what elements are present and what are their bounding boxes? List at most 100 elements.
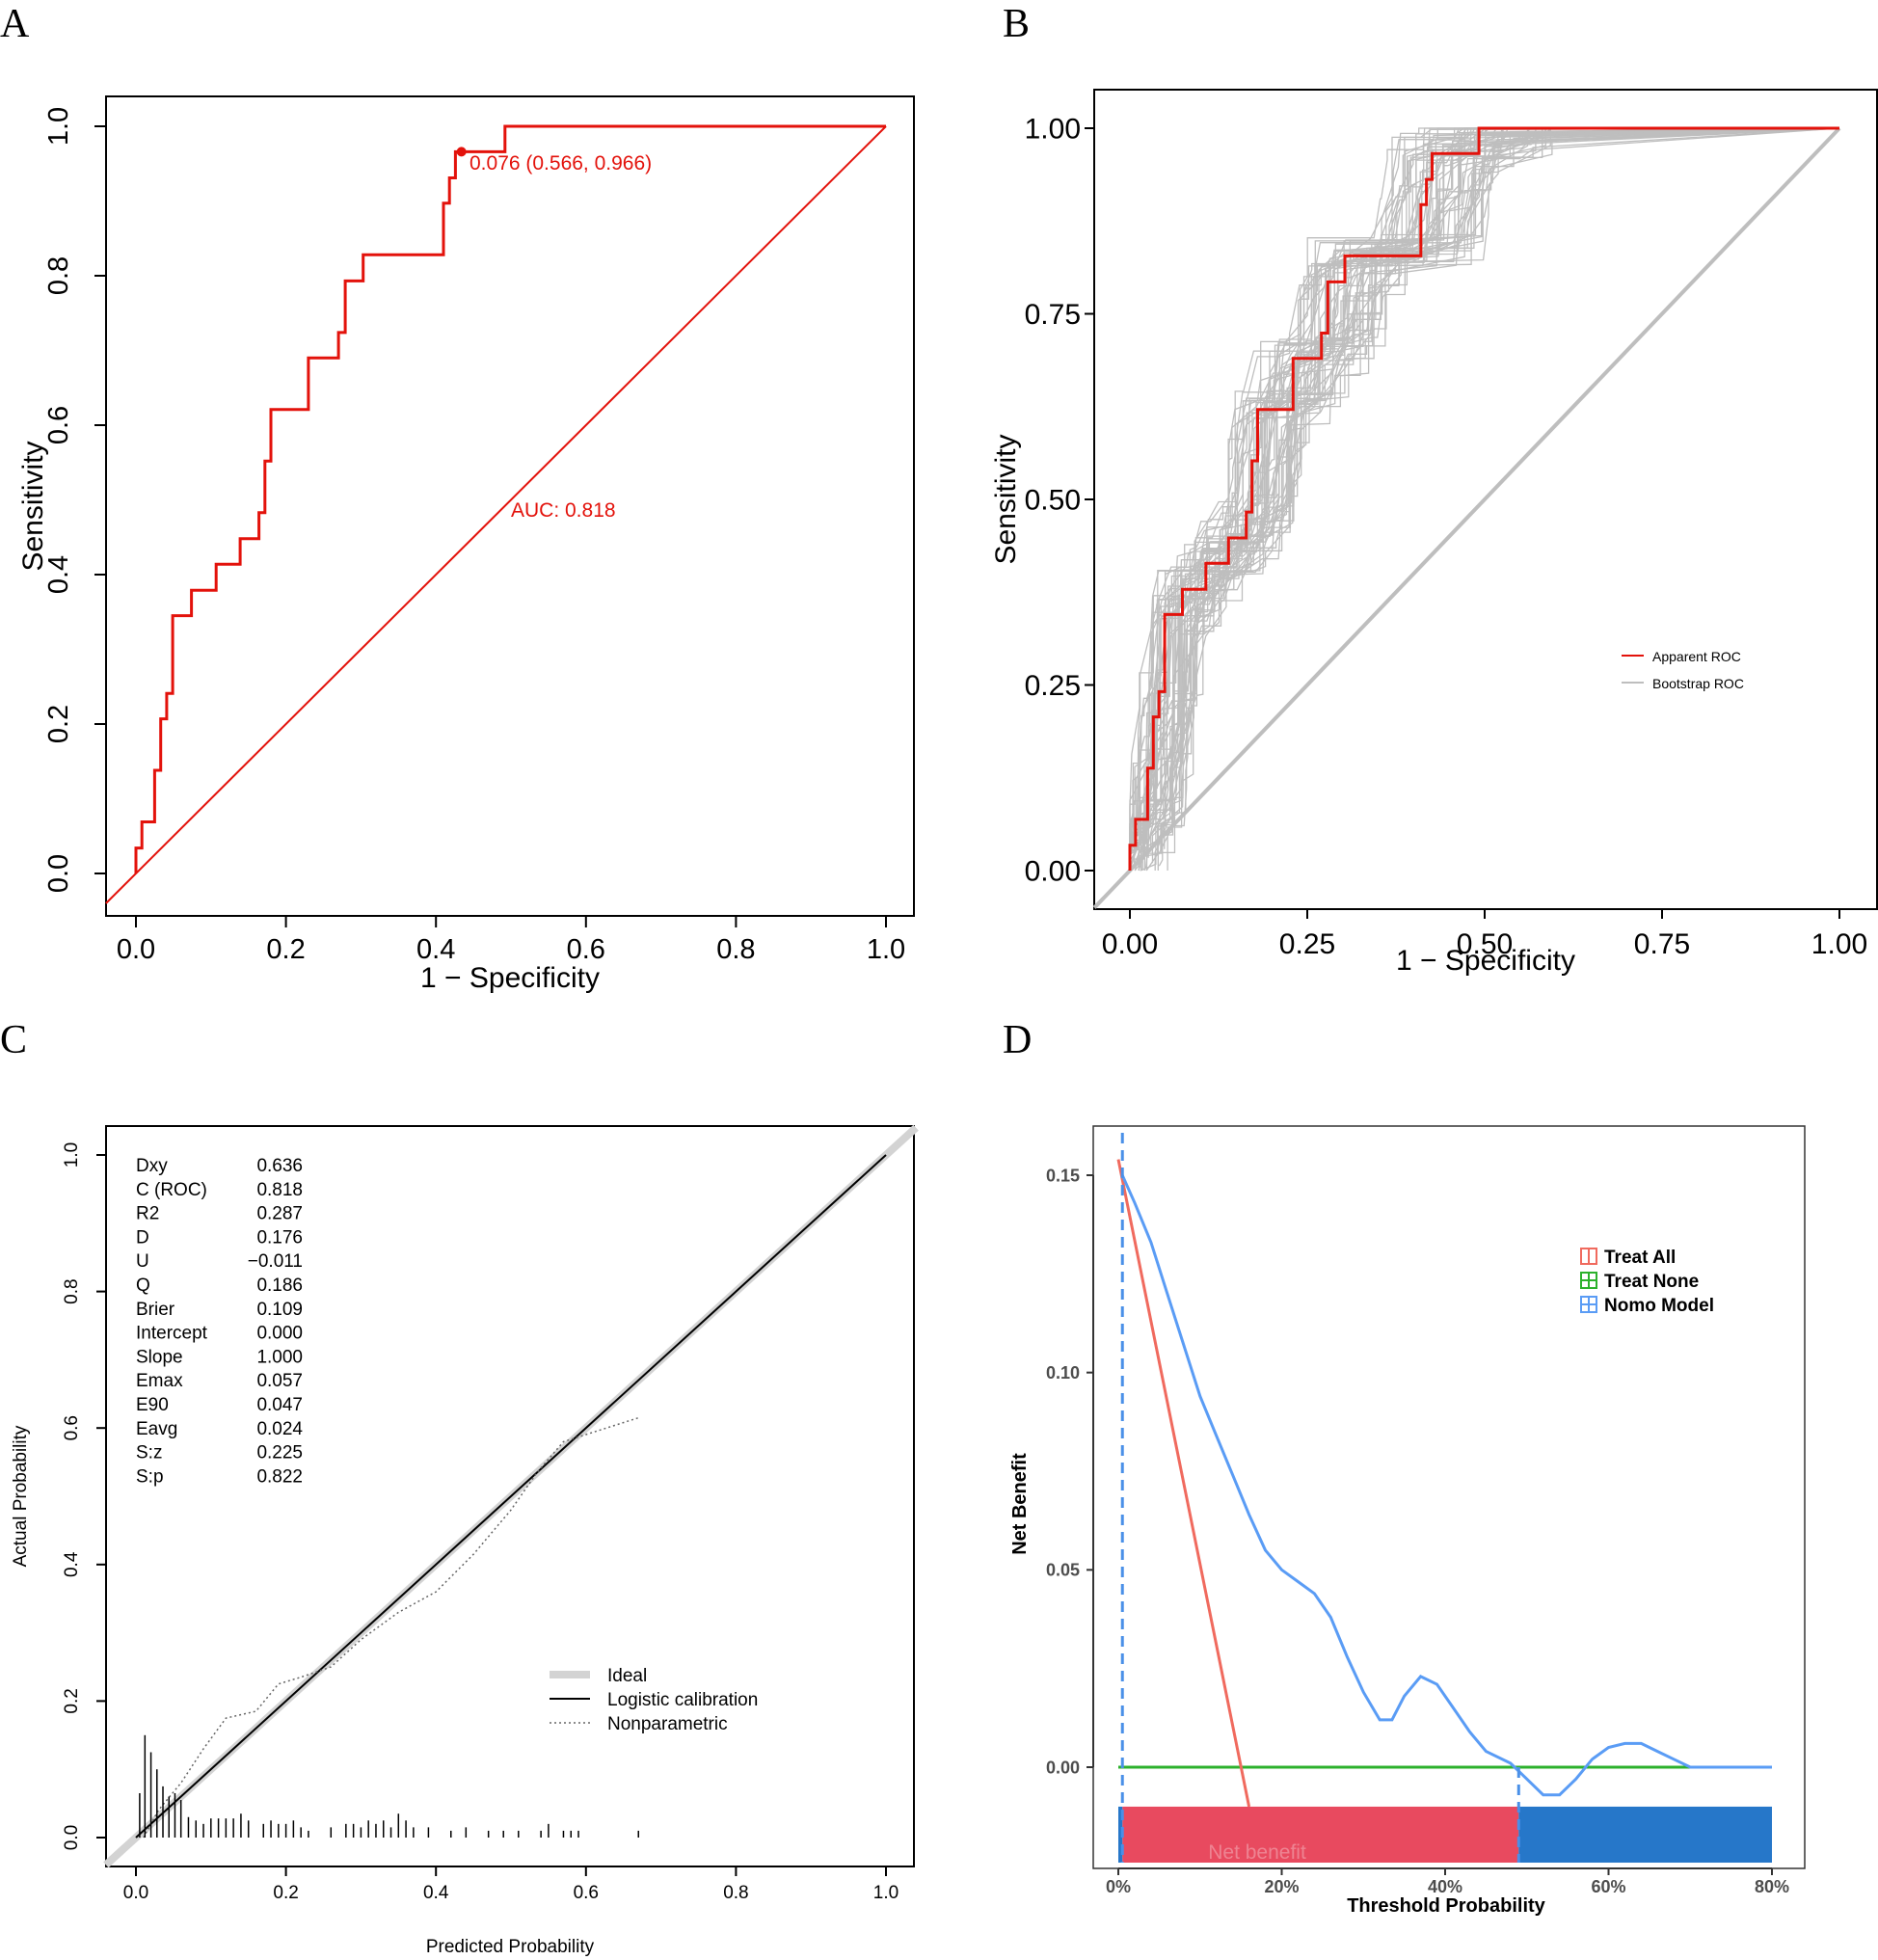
panel-d-y-tick-label: 0.00 [1046,1758,1080,1777]
panel-letter-d: D [1003,1018,1032,1062]
panel-c-x-tick-label: 0.8 [723,1883,748,1903]
legend-label-logistic: Logistic calibration [607,1690,758,1710]
panel-c-nonparametric-curve [143,1416,639,1839]
panel-c-x-tick-label: 0.2 [273,1883,298,1903]
stat-name: Brier [136,1300,175,1320]
panel-a-roc-chart: 0.076 (0.566, 0.966) AUC: 0.818 0.0 0.2 0.… [17,95,915,994]
panel-a-threshold-point [456,147,467,157]
panel-d-band-left [1122,1806,1519,1863]
panel-d-plot-frame [1092,1125,1806,1869]
panel-d-nomo-model-curve [1120,1174,1772,1797]
panel-d-band-edge [1118,1806,1123,1863]
panel-d-x-tick-label: 40% [1428,1877,1462,1896]
panel-a-roc-curve [134,124,886,873]
stat-name: S:p [136,1466,164,1487]
panel-a-y-tick-label: 1.0 [43,107,74,146]
panel-b-y-tick-label: 0.00 [1025,856,1081,888]
stat-value: 0.109 [256,1300,303,1320]
panel-a-y-tick-label: 0.8 [43,256,74,295]
panel-c-legend: Ideal Logistic calibration Nonparametric [550,1666,758,1734]
panel-c-y-tick-label: 0.0 [62,1825,82,1850]
panel-d-y-label: Net Benefit [1009,1453,1031,1555]
panel-b-y-tick-label: 0.75 [1025,299,1081,331]
bootstrap-roc-curve [1140,127,1839,858]
legend-label-apparent-roc: Apparent ROC [1652,649,1741,664]
panel-b-x-axis: 0.00 0.25 0.50 0.75 1.00 [1102,908,1867,960]
stat-value: −0.011 [248,1251,303,1272]
panel-a-y-tick-label: 0.0 [43,854,74,893]
stat-value: 0.176 [256,1227,303,1248]
panel-c-y-tick-label: 0.6 [62,1415,82,1440]
stat-value: 0.225 [256,1443,303,1463]
panel-a-x-tick-label: 0.8 [716,934,755,965]
stat-value: 0.636 [256,1156,303,1176]
panel-a-x-tick-label: 1.0 [867,934,905,965]
stat-value: 0.186 [256,1275,303,1296]
panel-c-x-tick-label: 0.0 [123,1883,148,1903]
panel-c-y-axis: 0.0 0.2 0.4 0.6 0.8 1.0 [62,1142,107,1850]
panel-d-treat-all-line [1116,1159,1251,1808]
bootstrap-roc-curve [1129,127,1840,861]
bootstrap-roc-curve [1133,127,1840,860]
panel-a-y-axis: 0.0 0.2 0.4 0.6 0.8 1.0 [43,107,107,893]
panel-b-y-tick-label: 0.25 [1025,670,1081,702]
panel-c-rug-marks [139,1734,640,1838]
stat-name: R2 [136,1204,159,1224]
panel-b-legend: Apparent ROC Bootstrap ROC [1622,649,1744,691]
panel-d-decision-curve-chart: Net benefit Treat All Treat None Nomo Mo… [1009,1125,1806,1917]
panel-a-y-label: Sensitivity [17,441,49,571]
legend-label-ideal: Ideal [607,1666,647,1686]
panel-b-y-tick-label: 1.00 [1025,114,1081,146]
panel-d-y-axis: 0.00 0.05 0.10 0.15 [1046,1166,1094,1777]
bootstrap-roc-curve [1154,127,1840,871]
panel-c-statistics-table: Dxy 0.636 C (ROC) 0.818 R2 0.287 D 0.176 U −0.011… [136,1156,303,1487]
panel-c-y-tick-label: 0.4 [62,1551,82,1577]
panel-d-x-tick-label: 0% [1106,1877,1131,1896]
legend-label-bootstrap-roc: Bootstrap ROC [1652,676,1744,691]
panel-c-y-tick-label: 1.0 [62,1142,82,1168]
panel-b-reference-diagonal [1092,126,1841,909]
panel-b-x-label: 1 − Specificity [1396,945,1575,977]
panel-letter-a: A [0,2,30,46]
panel-c-y-tick-label: 0.2 [62,1688,82,1713]
panel-a-y-tick-label: 0.2 [43,705,74,743]
bootstrap-roc-curve [1158,127,1840,867]
panel-a-y-tick-label: 0.4 [43,555,74,594]
stat-value: 0.047 [256,1395,303,1415]
panel-letter-b: B [1003,2,1030,46]
legend-label-treat-none: Treat None [1604,1272,1699,1292]
panel-b-x-tick-label: 0.25 [1279,928,1335,960]
panel-b-bootstrap-roc-chart: Apparent ROC Bootstrap ROC 0.00 0.25 0.50 0… [990,89,1878,977]
panel-d-legend: Treat All Treat None Nomo Model [1580,1248,1714,1316]
panel-a-y-tick-label: 0.6 [43,406,74,444]
panel-a-x-tick-label: 0.0 [117,934,155,965]
panel-d-x-tick-label: 20% [1264,1877,1299,1896]
panel-c-x-tick-label: 0.6 [574,1883,599,1903]
stat-name: C (ROC) [136,1180,207,1200]
panel-d-band-text: Net benefit [1208,1841,1306,1864]
panel-b-y-axis: 0.00 0.25 0.50 0.75 1.00 [1025,114,1095,888]
stat-value: 1.000 [256,1347,303,1367]
panel-b-x-tick-label: 0.75 [1634,928,1690,960]
panel-c-logistic-calibration-line [135,1154,887,1839]
legend-label-nonparametric: Nonparametric [607,1714,728,1734]
panel-letter-c: C [0,1018,27,1062]
panel-c-calibration-chart: Dxy 0.636 C (ROC) 0.818 R2 0.287 D 0.176 U −0.011… [11,1124,919,1957]
panel-c-x-tick-label: 0.4 [423,1883,449,1903]
panel-b-x-tick-label: 0.00 [1102,928,1158,960]
stat-value: 0.000 [256,1324,303,1344]
stat-value: 0.024 [256,1419,303,1439]
panel-b-bootstrap-curves [1129,127,1840,872]
panel-a-x-tick-label: 0.2 [266,934,305,965]
panel-b-x-tick-label: 1.00 [1811,928,1867,960]
bootstrap-roc-curve [1129,127,1839,856]
panel-d-band-right [1518,1806,1772,1863]
panel-a-x-label: 1 − Specificity [420,962,600,994]
stat-value: 0.057 [256,1371,303,1391]
bootstrap-roc-curve [1129,127,1839,854]
panel-d-y-tick-label: 0.10 [1046,1363,1080,1383]
panel-b-y-tick-label: 0.50 [1025,485,1081,517]
bootstrap-roc-curve [1133,127,1839,850]
stat-name: Q [136,1275,150,1296]
panel-d-x-tick-label: 80% [1755,1877,1789,1896]
